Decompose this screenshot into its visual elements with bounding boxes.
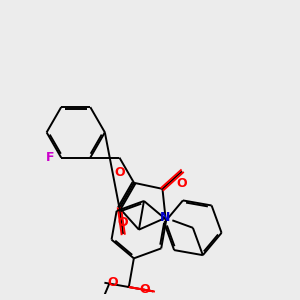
Text: N: N bbox=[160, 211, 171, 224]
Text: O: O bbox=[139, 284, 150, 296]
Text: F: F bbox=[45, 151, 54, 164]
Text: O: O bbox=[107, 276, 118, 289]
Text: O: O bbox=[118, 216, 128, 229]
Text: O: O bbox=[177, 177, 187, 190]
Text: O: O bbox=[114, 166, 125, 179]
